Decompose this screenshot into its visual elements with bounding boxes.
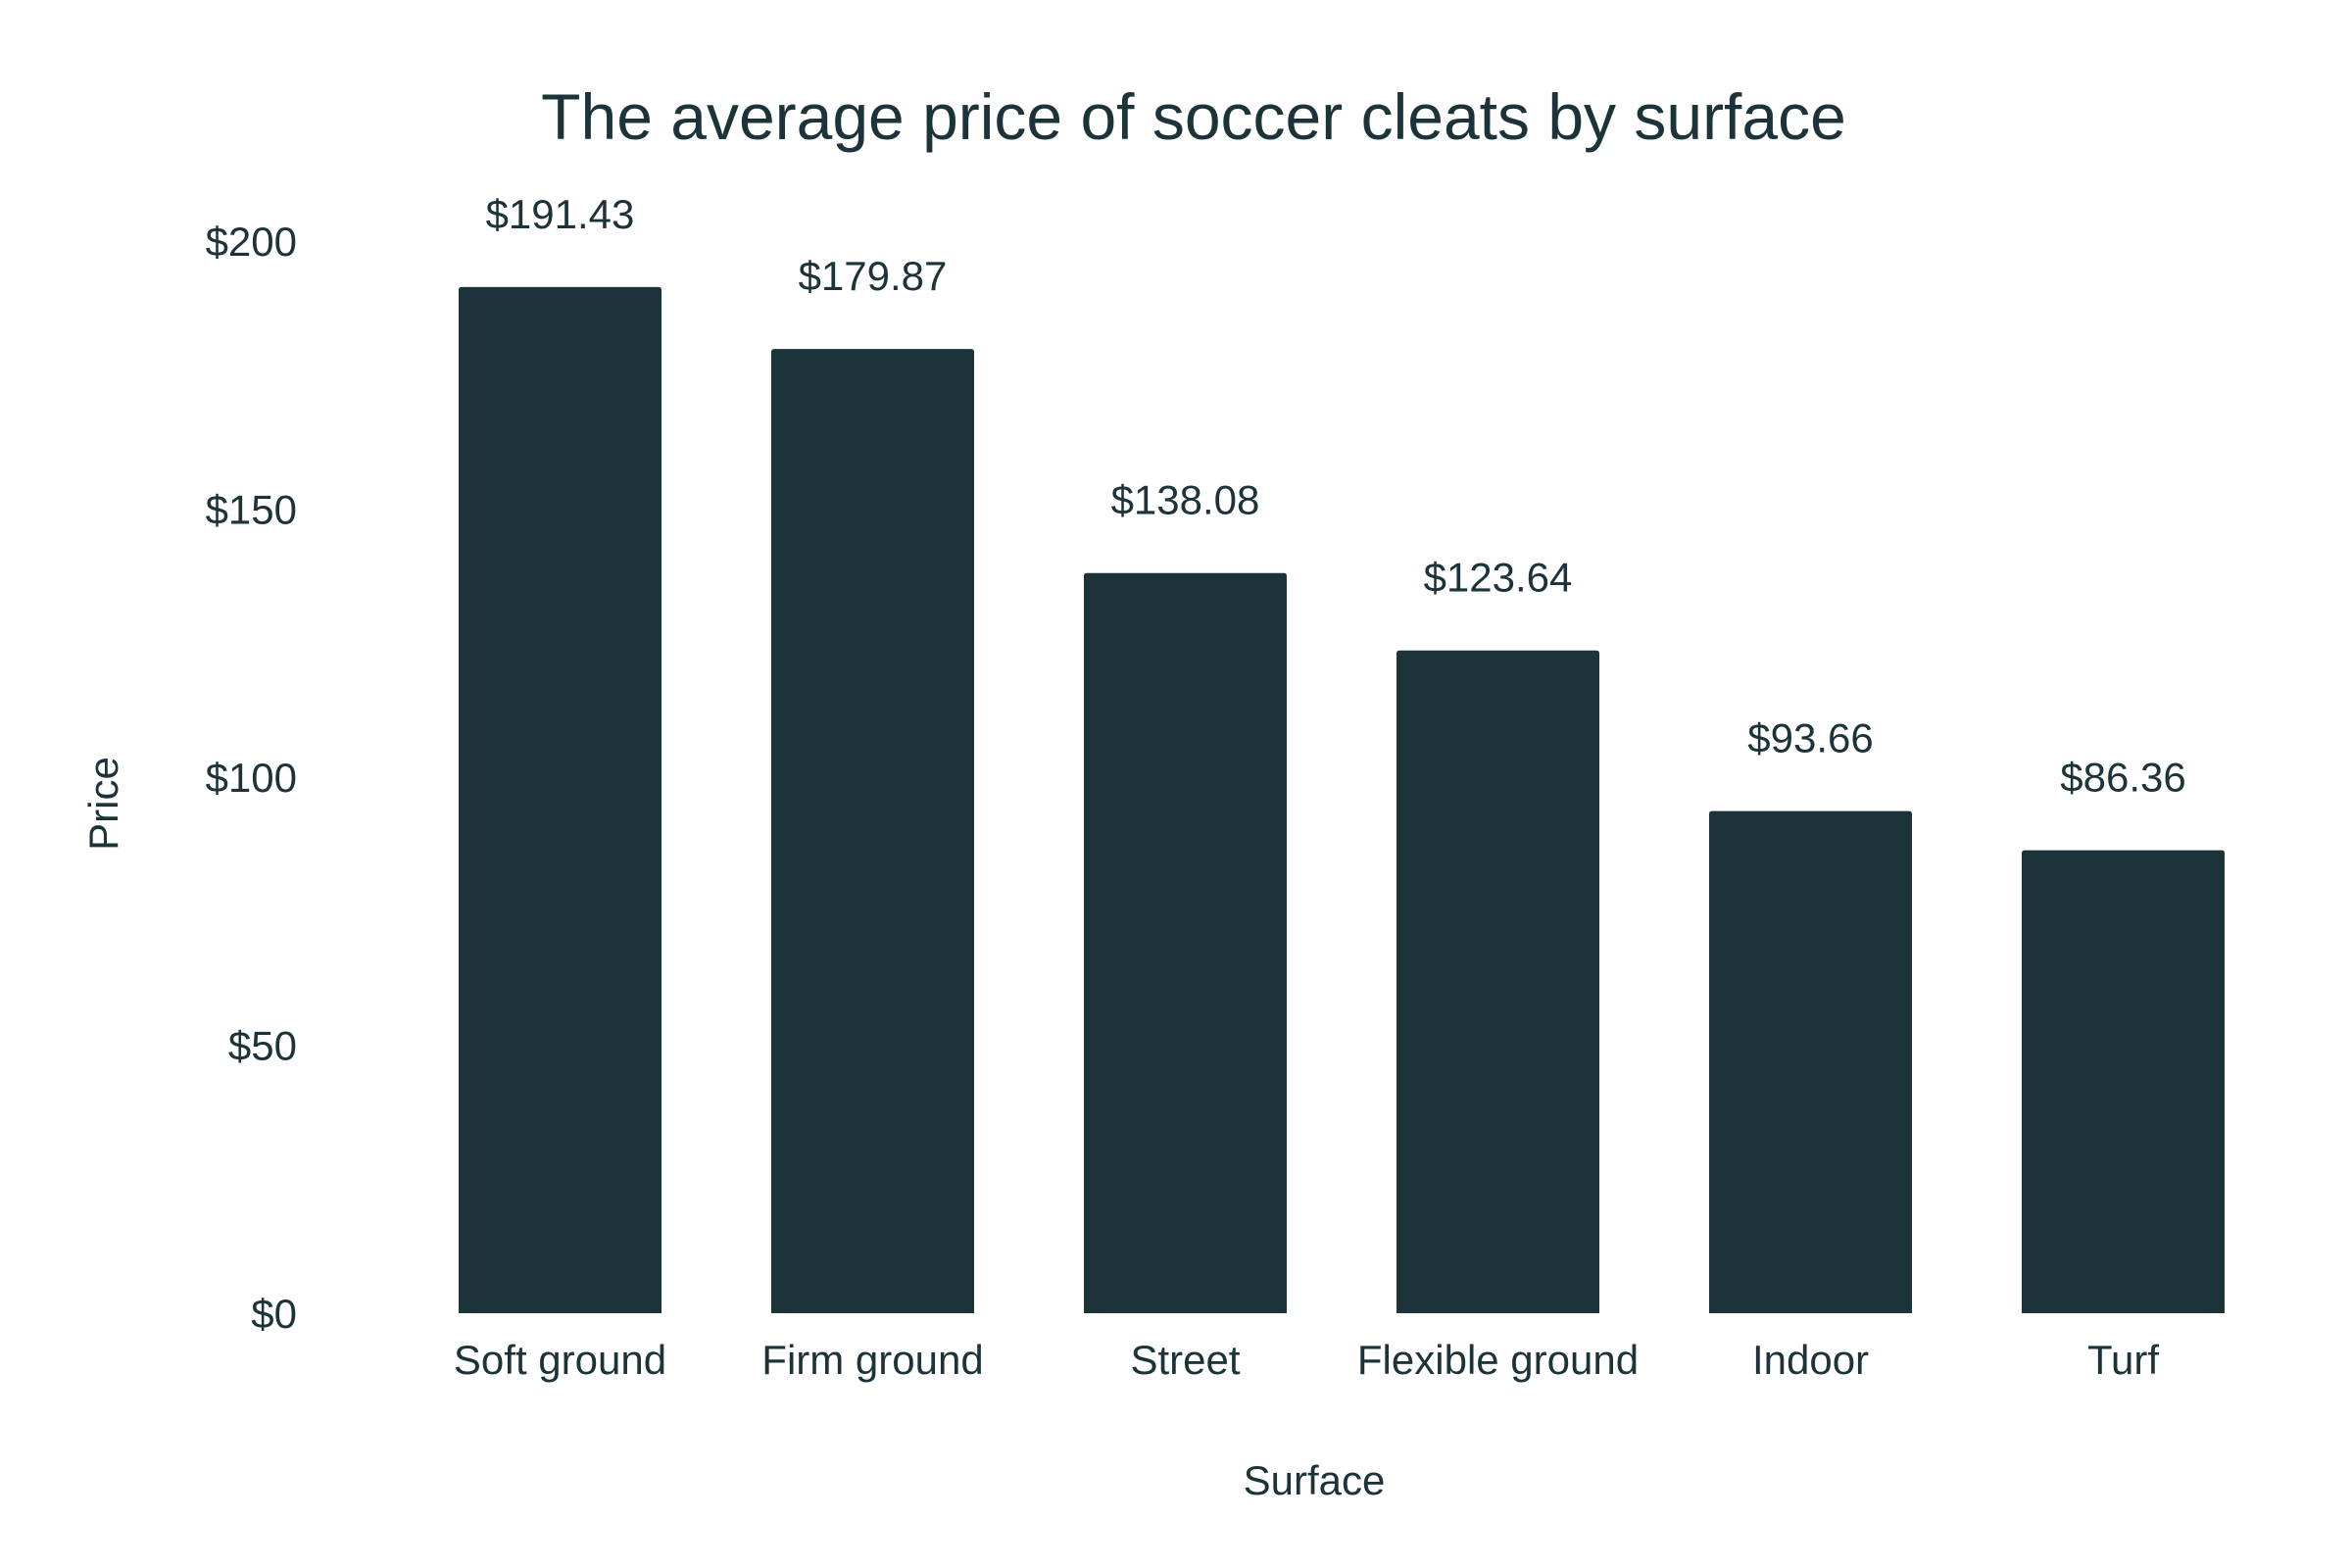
value-labels: $191.43 $179.87 $138.08 $123.64 $93.66 $86.36 — [486, 191, 2186, 801]
x-axis-label: Surface — [1244, 1457, 1386, 1503]
bars — [459, 286, 2225, 1314]
x-axis-ticks: Soft ground Firm ground Street Flexible gro… — [454, 1337, 2159, 1383]
y-tick-label: $50 — [228, 1023, 297, 1069]
y-axis-label: Price — [80, 757, 126, 851]
y-tick-label: $0 — [251, 1291, 297, 1337]
y-tick-label: $200 — [206, 219, 297, 265]
bar-value-label: $138.08 — [1111, 477, 1260, 523]
bar-value-label: $93.66 — [1747, 715, 1873, 761]
x-tick-label: Indoor — [1752, 1337, 1869, 1383]
x-tick-label: Street — [1130, 1337, 1240, 1383]
bar-value-label: $179.87 — [799, 253, 948, 299]
bar-indoor — [1709, 810, 1912, 1313]
bar-value-label: $191.43 — [486, 191, 635, 237]
bar-flexible-ground — [1396, 650, 1599, 1313]
y-axis-ticks: $0 $50 $100 $150 $200 — [206, 219, 297, 1337]
bar-value-label: $86.36 — [2060, 755, 2185, 801]
bar-firm-ground — [771, 349, 974, 1314]
x-tick-label: Turf — [2087, 1337, 2159, 1383]
bar-turf — [2022, 850, 2225, 1313]
bar-value-label: $123.64 — [1424, 555, 1573, 601]
y-tick-label: $100 — [206, 755, 297, 801]
bar-soft-ground — [459, 286, 662, 1313]
chart-title: The average price of soccer cleats by su… — [541, 80, 1846, 153]
x-tick-label: Flexible ground — [1357, 1337, 1639, 1383]
x-tick-label: Soft ground — [454, 1337, 666, 1383]
x-tick-label: Firm ground — [761, 1337, 983, 1383]
bar-street — [1084, 572, 1287, 1313]
y-tick-label: $150 — [206, 487, 297, 533]
